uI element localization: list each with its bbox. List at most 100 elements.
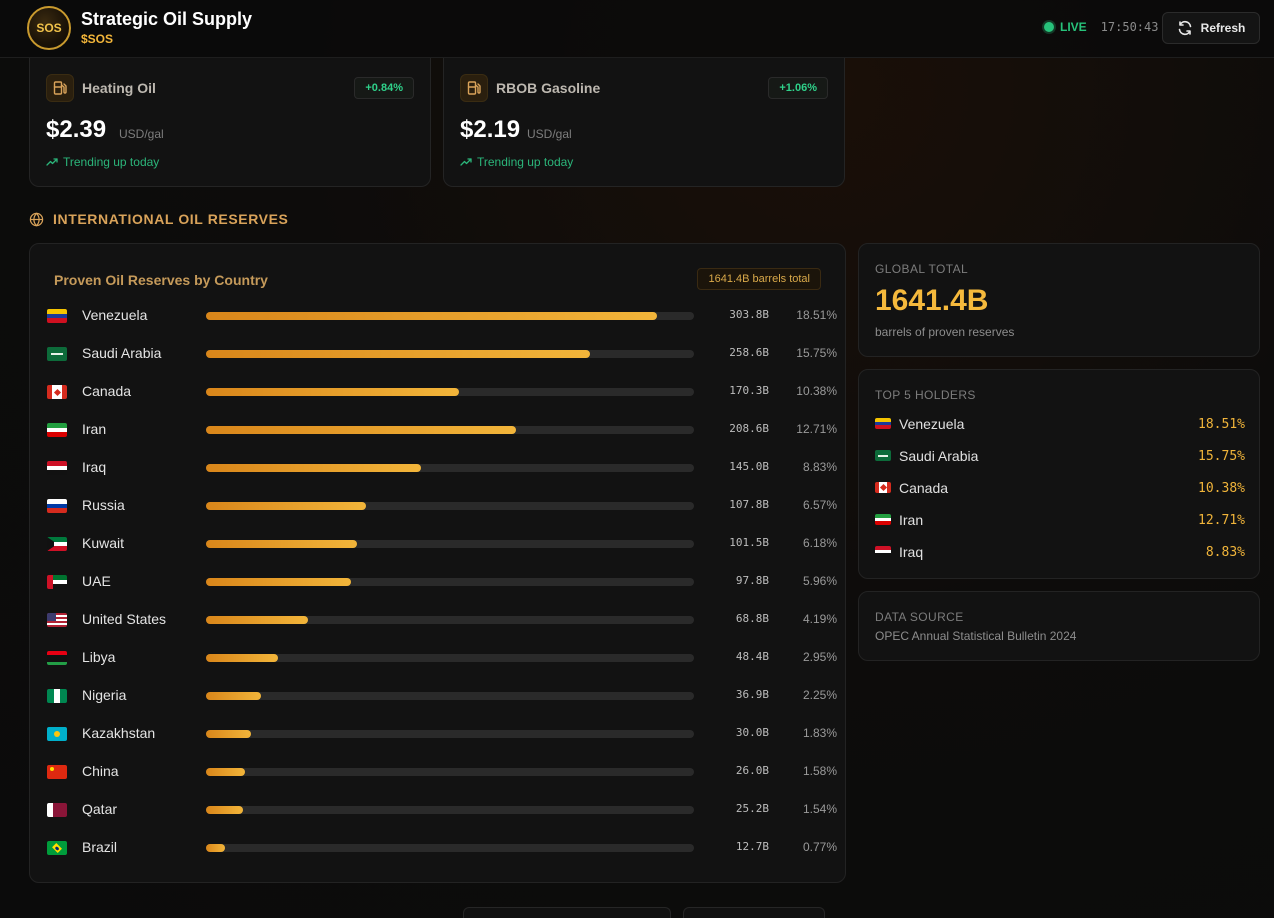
live-status: LIVE 17:50:43 xyxy=(1044,20,1158,34)
holder-row: Venezuela 18.51% xyxy=(875,415,1245,435)
reserve-bar-fill xyxy=(206,464,421,472)
fuel-pump-icon xyxy=(460,74,488,102)
reserve-percent: 6.18% xyxy=(802,536,837,550)
country-row: Iraq 145.0B 8.83% xyxy=(47,456,837,480)
holder-row: Iraq 8.83% xyxy=(875,543,1245,563)
country-row: Canada 170.3B 10.38% xyxy=(47,380,837,404)
country-row: Kazakhstan 30.0B 1.83% xyxy=(47,722,837,746)
country-name: Nigeria xyxy=(82,687,127,703)
reserve-bar-track xyxy=(206,426,694,434)
refresh-icon xyxy=(1178,20,1191,36)
price-change-badge: +1.06% xyxy=(768,77,828,99)
global-total-label: GLOBAL TOTAL xyxy=(875,262,969,276)
bottom-button-partial[interactable] xyxy=(683,907,825,918)
price-trend: Trending up today xyxy=(46,155,159,169)
reserve-bar-track xyxy=(206,502,694,510)
iraq-flag-icon xyxy=(875,546,891,557)
reserve-percent: 8.83% xyxy=(802,460,837,474)
reserve-bar-track xyxy=(206,844,694,852)
rbob-gasoline-card: RBOB Gasoline +1.06% $2.19 USD/gal Trend… xyxy=(443,58,845,187)
reserve-value: 170.3B xyxy=(729,384,769,397)
reserve-bar-track xyxy=(206,464,694,472)
reserve-value: 12.7B xyxy=(735,840,769,853)
reserve-percent: 4.19% xyxy=(802,612,837,626)
sos-logo: SOS xyxy=(27,6,71,50)
live-dot-icon xyxy=(1044,22,1054,32)
reserve-percent: 0.77% xyxy=(802,840,837,854)
price-unit: USD/gal xyxy=(119,127,164,141)
uae-flag-icon xyxy=(47,575,67,589)
holder-row: Saudi Arabia 15.75% xyxy=(875,447,1245,467)
reserve-value: 145.0B xyxy=(729,460,769,473)
country-row: Venezuela 303.8B 18.51% xyxy=(47,304,837,328)
country-row: China 26.0B 1.58% xyxy=(47,760,837,784)
price-card-name: Heating Oil xyxy=(82,80,156,96)
logo-text: SOS xyxy=(36,21,62,35)
refresh-button[interactable]: Refresh xyxy=(1162,12,1260,44)
reserve-value: 101.5B xyxy=(729,536,769,549)
price-value: $2.39 xyxy=(46,116,107,143)
holder-percent: 15.75% xyxy=(1198,449,1245,464)
country-name: China xyxy=(82,763,119,779)
holder-row: Iran 12.71% xyxy=(875,511,1245,531)
country-name: Kazakhstan xyxy=(82,725,156,741)
global-total-subtext: barrels of proven reserves xyxy=(875,325,1015,339)
price-value: $2.19 xyxy=(460,116,521,143)
section-title: INTERNATIONAL OIL RESERVES xyxy=(53,211,289,227)
iran-flag-icon xyxy=(875,514,891,525)
country-row: Kuwait 101.5B 6.18% xyxy=(47,532,837,556)
reserve-percent: 1.83% xyxy=(802,726,837,740)
brazil-flag-icon xyxy=(47,841,67,855)
holder-row: Canada 10.38% xyxy=(875,479,1245,499)
price-change-badge: +0.84% xyxy=(354,77,414,99)
saudi-arabia-flag-icon xyxy=(875,450,891,461)
holder-percent: 8.83% xyxy=(1205,545,1245,560)
russia-flag-icon xyxy=(47,499,67,513)
country-name: Iraq xyxy=(82,459,107,475)
data-source-card: DATA SOURCE OPEC Annual Statistical Bull… xyxy=(858,591,1260,661)
venezuela-flag-icon xyxy=(47,309,67,323)
country-row: Nigeria 36.9B 2.25% xyxy=(47,684,837,708)
country-row: UAE 97.8B 5.96% xyxy=(47,570,837,594)
price-trend-text: Trending up today xyxy=(477,155,574,169)
reserve-bar-track xyxy=(206,388,694,396)
app-title: Strategic Oil Supply xyxy=(81,9,253,29)
reserve-bar-fill xyxy=(206,388,459,396)
reserve-bar-fill xyxy=(206,654,278,662)
reserve-value: 208.6B xyxy=(729,422,769,435)
reserve-bar-fill xyxy=(206,692,261,700)
country-name: Kuwait xyxy=(82,535,125,551)
reserve-bar-fill xyxy=(206,616,308,624)
reserve-value: 258.6B xyxy=(729,346,769,359)
canada-flag-icon xyxy=(47,385,67,399)
reserve-bar-fill xyxy=(206,502,366,510)
reserve-percent: 10.38% xyxy=(796,384,837,398)
global-total-card: GLOBAL TOTAL 1641.4B barrels of proven r… xyxy=(858,243,1260,357)
bottom-button-partial[interactable] xyxy=(463,907,671,918)
country-row: Iran 208.6B 12.71% xyxy=(47,418,837,442)
holder-name: Venezuela xyxy=(899,416,965,432)
data-source-label: DATA SOURCE xyxy=(875,610,964,624)
reserves-panel: Proven Oil Reserves by Country 1641.4B b… xyxy=(29,243,846,883)
price-trend-text: Trending up today xyxy=(63,155,160,169)
holder-name: Iran xyxy=(899,512,924,528)
country-row: Brazil 12.7B 0.77% xyxy=(47,836,837,860)
reserve-percent: 2.95% xyxy=(802,650,837,664)
reserve-percent: 1.58% xyxy=(802,764,837,778)
reserve-bar-track xyxy=(206,768,694,776)
country-row: Libya 48.4B 2.95% xyxy=(47,646,837,670)
country-name: Brazil xyxy=(82,839,118,855)
country-row: United States 68.8B 4.19% xyxy=(47,608,837,632)
canada-flag-icon xyxy=(875,482,891,493)
top-holders-card: TOP 5 HOLDERS Venezuela 18.51% Saudi Arabi… xyxy=(858,369,1260,579)
holder-percent: 10.38% xyxy=(1198,481,1245,496)
reserve-value: 26.0B xyxy=(735,764,769,777)
kuwait-flag-icon xyxy=(47,537,67,551)
united-states-flag-icon xyxy=(47,613,67,627)
reserves-title: Proven Oil Reserves by Country xyxy=(54,272,268,288)
country-name: Venezuela xyxy=(82,307,148,323)
kazakhstan-flag-icon xyxy=(47,727,67,741)
price-unit: USD/gal xyxy=(527,127,572,141)
reserve-value: 107.8B xyxy=(729,498,769,511)
holder-name: Saudi Arabia xyxy=(899,448,979,464)
